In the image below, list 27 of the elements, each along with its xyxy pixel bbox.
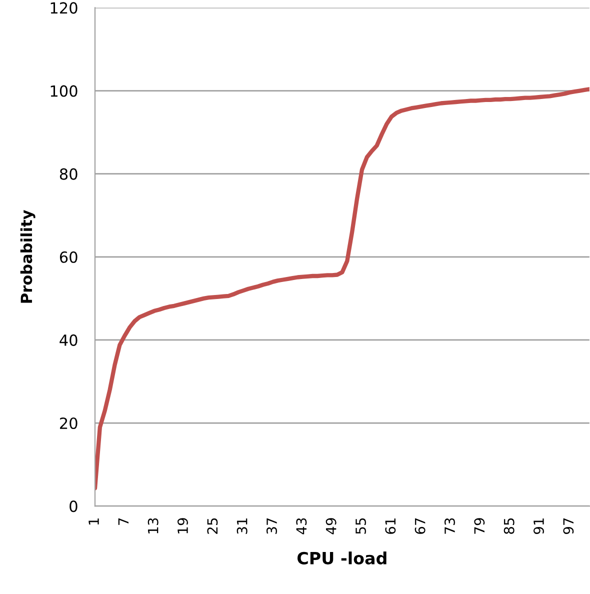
x-tick-label: 19: [178, 518, 188, 534]
x-tick-label: 49: [326, 518, 336, 534]
x-tick-label: 91: [533, 518, 544, 534]
y-tick-label: 120: [50, 2, 78, 14]
y-tick-label: 100: [50, 85, 78, 97]
x-tick-label: 25: [207, 518, 218, 534]
x-tick-label: 13: [148, 518, 158, 534]
x-tick-label: 43: [296, 518, 307, 534]
y-tick-label: 80: [60, 168, 78, 180]
x-tick-label: 61: [385, 518, 396, 534]
y-tick-label: 60: [60, 251, 78, 263]
y-tick-label: 0: [70, 500, 78, 512]
line-series: [94, 87, 590, 490]
x-tick-label: 37: [266, 518, 278, 534]
x-tick-label: 31: [236, 518, 248, 534]
x-tick-label: 1: [88, 518, 99, 525]
x-tick-label: 73: [444, 518, 455, 534]
y-tick-label: 20: [60, 417, 78, 430]
y-axis-title: Probability: [20, 210, 36, 303]
x-tick-label: 97: [563, 518, 574, 534]
x-axis-title: CPU -load: [298, 552, 386, 564]
x-tick-label: 55: [356, 518, 366, 534]
y-tick-label: 40: [60, 334, 78, 346]
x-tick-label: 85: [504, 518, 514, 534]
x-tick-label: 79: [474, 518, 485, 534]
x-tick-label: 7: [118, 518, 128, 525]
x-tick-label: 67: [414, 518, 426, 534]
